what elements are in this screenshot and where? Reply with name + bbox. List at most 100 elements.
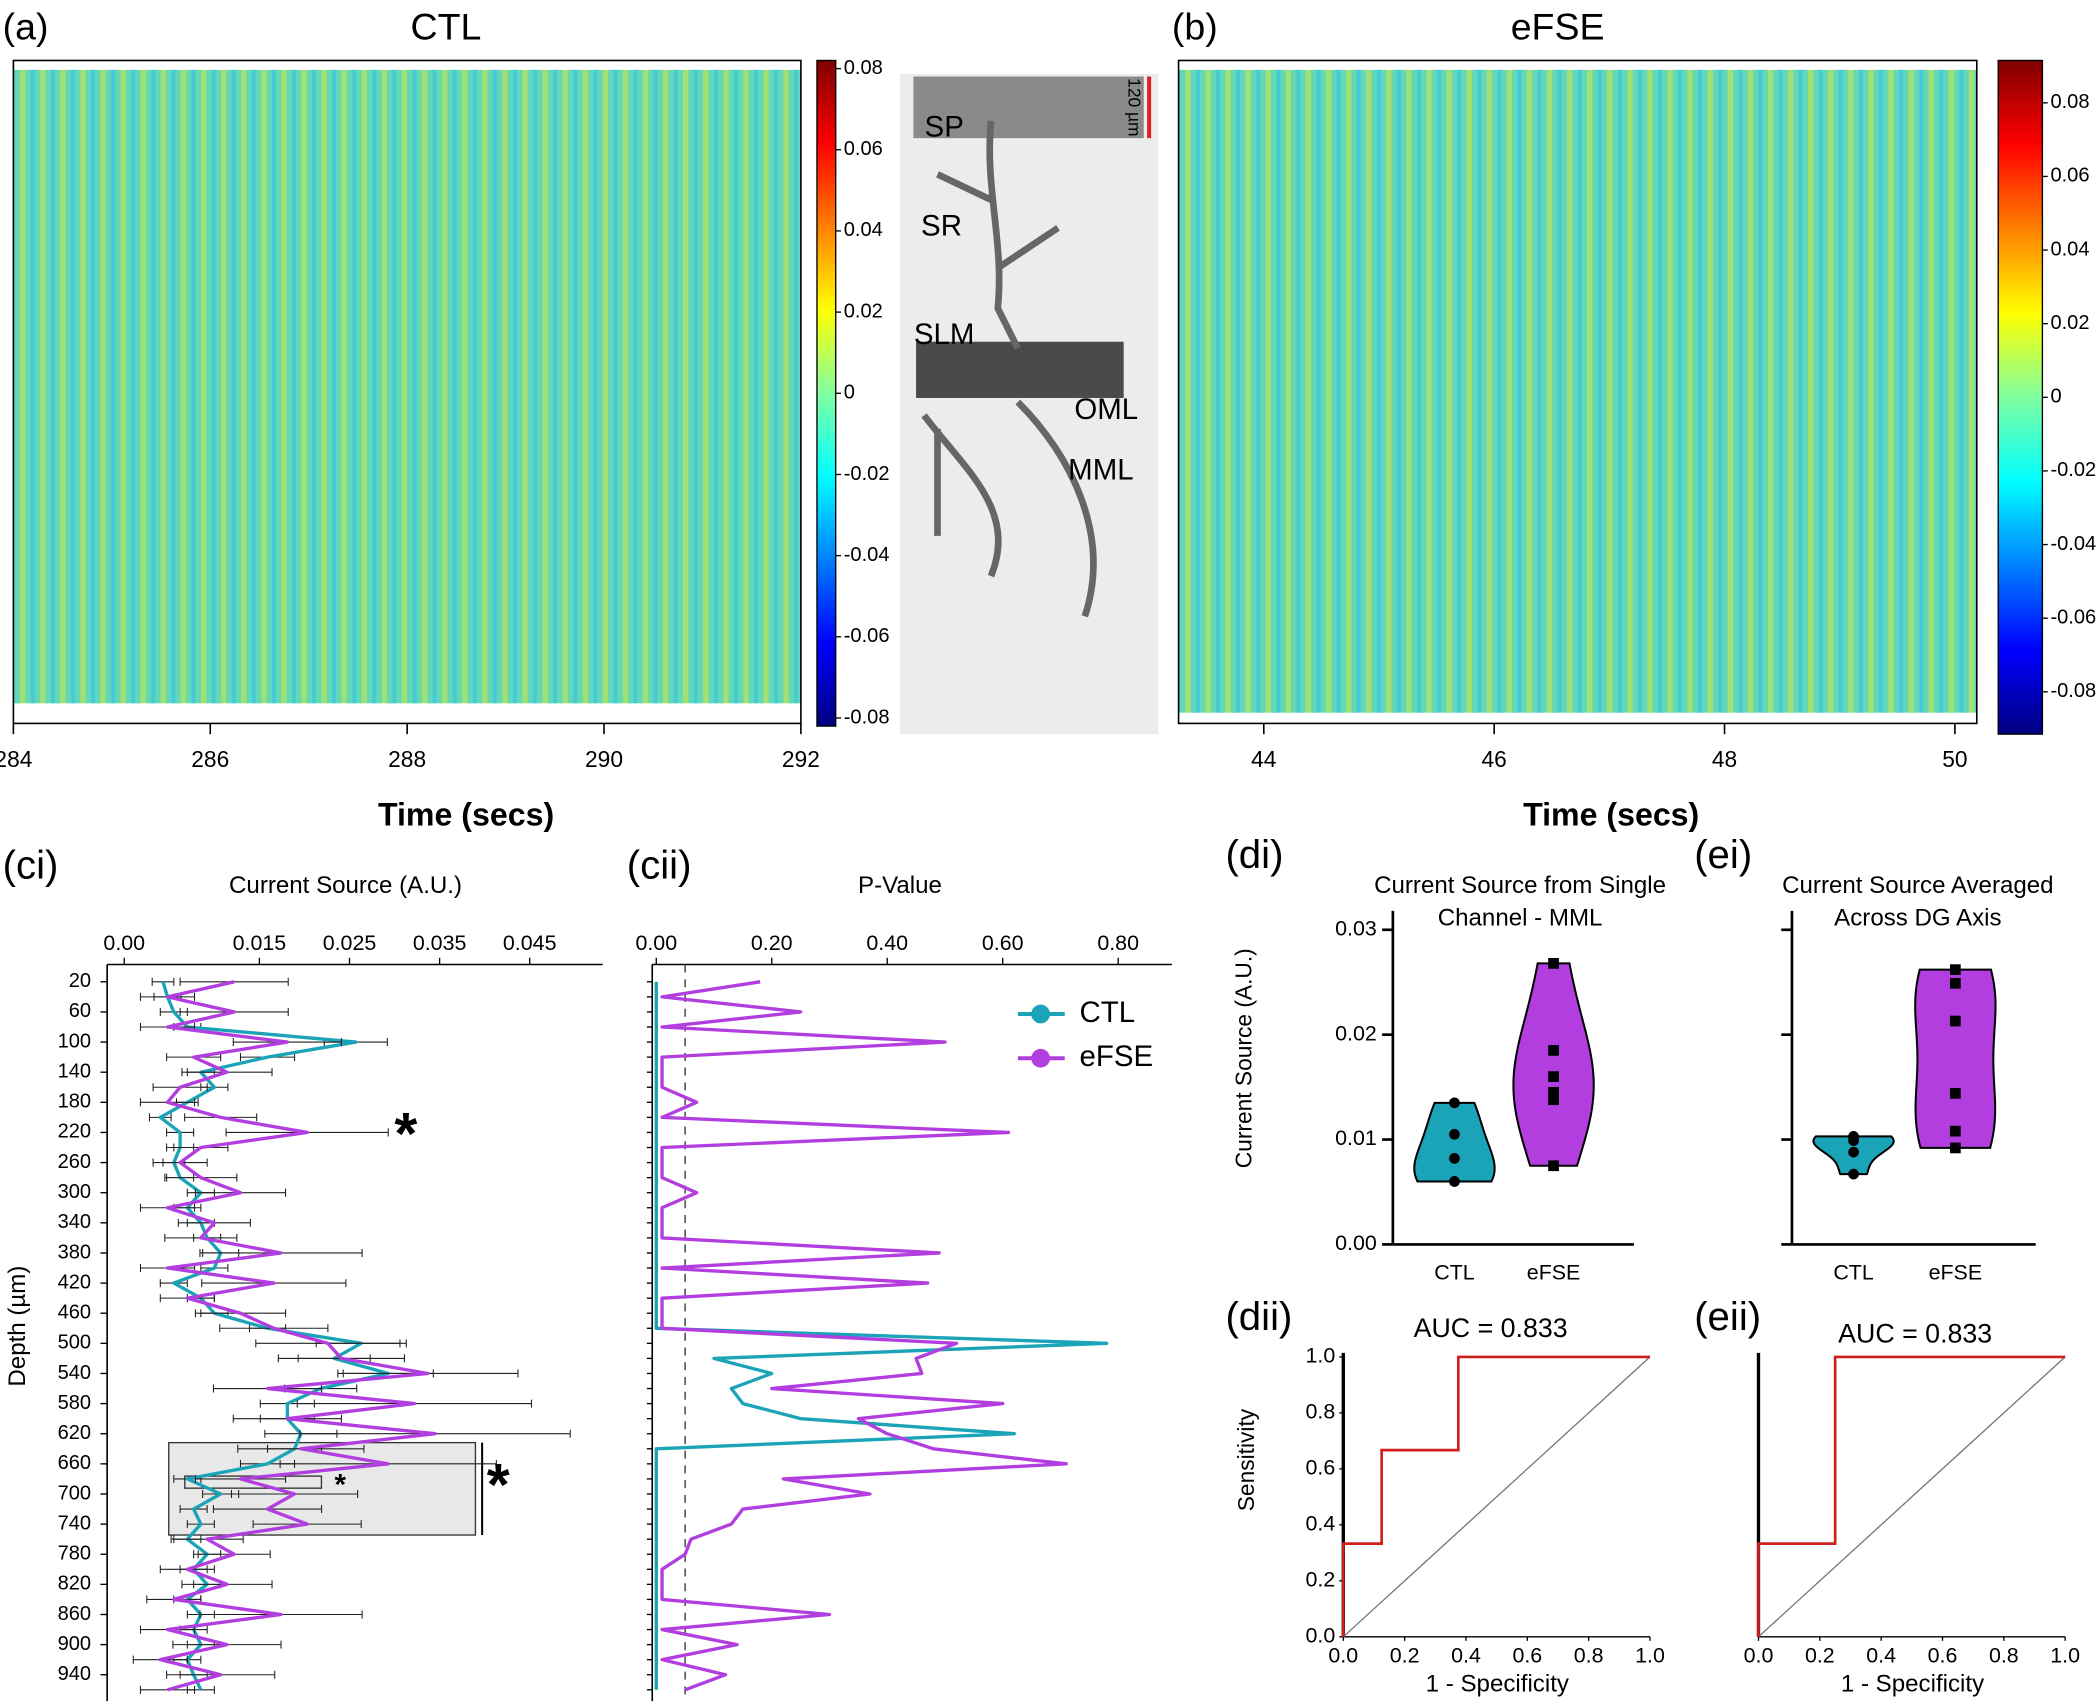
y-tick-label: 860 — [58, 1603, 92, 1625]
data-point — [1950, 1088, 1961, 1099]
data-point — [1548, 1086, 1559, 1098]
x-tick-label: 1.0 — [2050, 1644, 2080, 1668]
colorbar-tick-label: 0.08 — [844, 57, 883, 79]
data-point — [1848, 1135, 1859, 1146]
x-tick-label: 0.00 — [103, 931, 145, 955]
x-tick-label: 0.2 — [1390, 1644, 1420, 1668]
y-tick-label: 660 — [58, 1452, 92, 1474]
heatmap-image — [13, 69, 801, 704]
inset-label: SR — [921, 210, 962, 243]
chart-title: Channel - MML — [1438, 904, 1603, 931]
x-tick-label: 0.80 — [1097, 931, 1139, 955]
y-tick-label: 220 — [58, 1121, 92, 1143]
data-point — [1548, 1094, 1559, 1106]
chart-title: eFSE — [1511, 6, 1605, 48]
colorbar-tick-label: -0.04 — [844, 544, 890, 566]
y-tick-label: 0.4 — [1306, 1512, 1336, 1536]
legend-marker — [1031, 1048, 1050, 1068]
x-tick-label: 292 — [782, 746, 820, 772]
inset-label: MML — [1068, 453, 1133, 486]
data-point — [1950, 1142, 1961, 1154]
x-tick-label: 0.6 — [1512, 1644, 1542, 1668]
data-point — [1449, 1176, 1460, 1187]
x-tick-label: 0.015 — [233, 931, 287, 955]
x-tick-label: 0.035 — [413, 931, 467, 955]
colorbar — [1997, 59, 2044, 735]
series-line — [158, 980, 437, 1692]
x-tick-label: 288 — [388, 746, 426, 772]
panel-label: (ei) — [1694, 832, 1752, 877]
x-tick-label: 44 — [1251, 746, 1276, 772]
x-tick-label: 290 — [585, 746, 623, 772]
y-tick-label: 340 — [58, 1211, 92, 1233]
data-point — [1548, 1071, 1559, 1082]
data-point — [1449, 1153, 1460, 1164]
chart-title: Current Source (A.U.) — [229, 872, 462, 899]
y-tick-label: 0.03 — [1335, 916, 1377, 940]
x-axis-title: 1 - Specificity — [1426, 1670, 1569, 1697]
x-axis-title: 1 - Specificity — [1841, 1670, 1984, 1697]
colorbar-tick-label: 0.08 — [2050, 91, 2089, 113]
colorbar-tick-label: 0.06 — [2050, 165, 2089, 187]
colorbar-tick-label: 0 — [844, 382, 855, 404]
chart-title: CTL — [411, 6, 482, 48]
y-axis-title: Current Source (A.U.) — [1231, 948, 1257, 1168]
x-tick-label: 0.4 — [1866, 1644, 1896, 1668]
x-tick-label: 0.40 — [866, 931, 908, 955]
colorbar-tick-label: 0.02 — [844, 300, 883, 322]
x-tick-label: 0.8 — [1989, 1644, 2019, 1668]
x-tick-label: CTL — [1833, 1261, 1874, 1285]
data-point — [1950, 977, 1961, 989]
legend-marker — [1031, 1004, 1050, 1024]
chart-title: Current Source from Single — [1374, 872, 1666, 899]
x-tick-label: 284 — [0, 746, 32, 772]
y-tick-label: 900 — [58, 1633, 92, 1655]
y-tick-label: 0.2 — [1306, 1567, 1336, 1591]
data-point — [1548, 957, 1559, 969]
y-tick-label: 420 — [58, 1271, 92, 1293]
violin — [1413, 1101, 1496, 1183]
x-tick-label: 0.2 — [1805, 1644, 1835, 1668]
y-axis-title: Depth (µm) — [4, 1266, 31, 1387]
scale-bar-label: 120 µm — [1124, 78, 1144, 136]
panel-label: (eii) — [1694, 1294, 1761, 1339]
y-tick-label: 540 — [58, 1362, 92, 1384]
ci-highlight — [168, 1441, 484, 1536]
x-tick-label: 0.60 — [982, 931, 1024, 955]
x-tick-label: CTL — [1434, 1261, 1475, 1285]
x-axis-title: Time (secs) — [1523, 797, 1699, 833]
panel-label: (a) — [3, 6, 49, 48]
x-tick-label: 0.20 — [751, 931, 793, 955]
y-tick-label: 0.01 — [1335, 1126, 1377, 1150]
series-line — [660, 980, 1068, 1692]
legend-label: eFSE — [1079, 1040, 1153, 1073]
chart-title: Across DG Axis — [1834, 904, 2001, 931]
y-tick-label: 0.0 — [1306, 1623, 1336, 1647]
y-tick-label: 0.00 — [1335, 1231, 1377, 1255]
y-axis-title: Sensitivity — [1233, 1408, 1259, 1511]
y-tick-label: 380 — [58, 1241, 92, 1263]
data-point — [1950, 964, 1961, 976]
data-point — [1548, 1045, 1559, 1056]
y-tick-label: 700 — [58, 1482, 92, 1504]
panel-label: (b) — [1172, 6, 1218, 48]
y-tick-label: 140 — [58, 1060, 92, 1082]
violin — [1914, 968, 1997, 1149]
colorbar-tick-label: -0.06 — [844, 625, 890, 647]
data-point — [1950, 1015, 1961, 1027]
heatmap-image — [1178, 69, 1977, 713]
x-tick-label: 0.0 — [1744, 1644, 1774, 1668]
data-point — [1848, 1146, 1859, 1158]
x-tick-label: 0.025 — [323, 931, 377, 955]
data-point — [1848, 1168, 1859, 1180]
colorbar — [816, 59, 837, 727]
x-tick-label: eFSE — [1929, 1261, 1983, 1285]
x-tick-label: 48 — [1712, 746, 1737, 772]
plot-frame — [1177, 59, 1978, 725]
inset-label: OML — [1074, 393, 1138, 426]
chart-title: Current Source Averaged — [1782, 872, 2053, 899]
x-tick-label: 0.045 — [503, 931, 557, 955]
x-tick-label: 286 — [191, 746, 229, 772]
